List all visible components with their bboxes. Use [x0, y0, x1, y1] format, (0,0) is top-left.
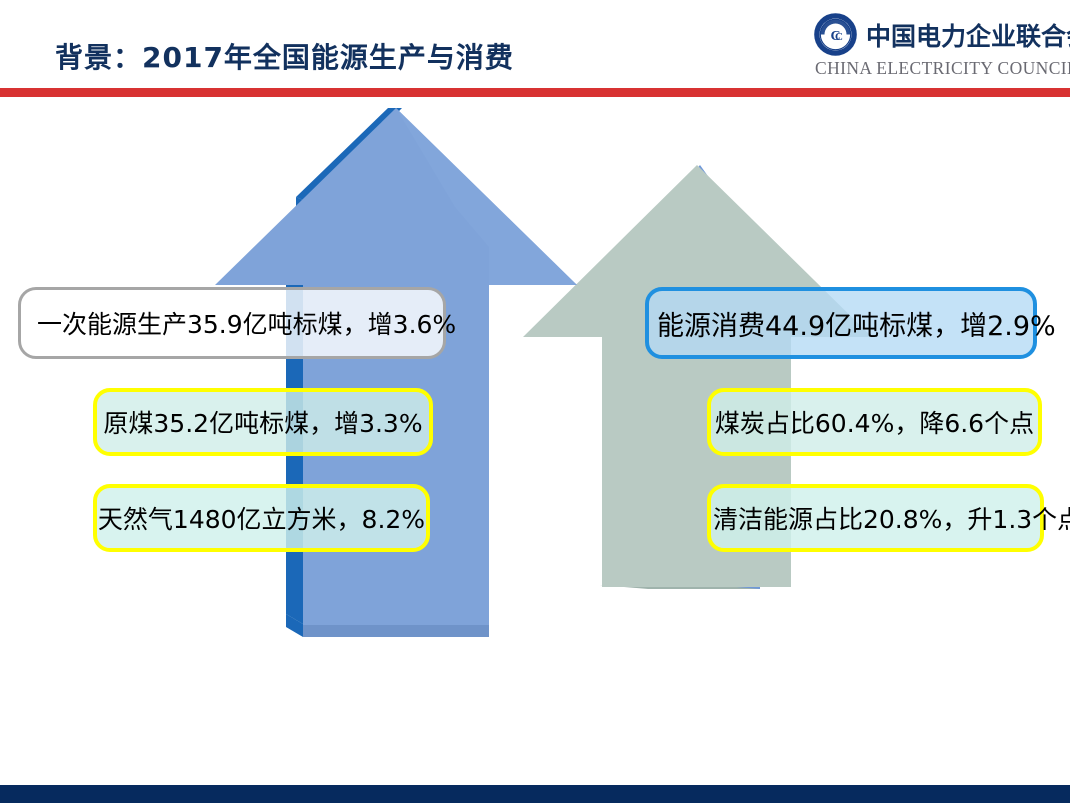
- callout-text: 煤炭占比60.4%，降6.6个点: [714, 409, 1035, 438]
- callout-text: 天然气1480亿立方米，8.2%: [97, 505, 426, 534]
- slide-footer-bar: [0, 785, 1070, 803]
- callout-text: 能源消费44.9亿吨标煤，增2.9%: [657, 310, 1056, 342]
- arrow-diagram: [0, 97, 1070, 785]
- logo-name-en: CHINA ELECTRICITY COUNCIL: [815, 58, 1070, 78]
- slide-header: 背景：2017年全国能源生产与消费 C C 中国电力企业联合会: [0, 0, 1070, 88]
- callout-text: 一次能源生产35.9亿吨标煤，增3.6%: [37, 310, 457, 339]
- organization-logo: C C 中国电力企业联合会 CHINA ELECTRICITY COUNCIL: [814, 13, 1070, 79]
- svg-text:C: C: [830, 29, 840, 44]
- cec-emblem-icon: C C: [814, 13, 857, 56]
- callout-coal-share[interactable]: 煤炭占比60.4%，降6.6个点: [707, 388, 1042, 456]
- callout-text: 清洁能源占比20.8%，升1.3个点: [713, 505, 1070, 534]
- svg-text:C: C: [835, 31, 843, 43]
- production-up-arrow-group: [215, 108, 577, 637]
- callout-natural-gas[interactable]: 天然气1480亿立方米，8.2%: [93, 484, 430, 552]
- callout-raw-coal[interactable]: 原煤35.2亿吨标煤，增3.3%: [93, 388, 433, 456]
- callout-text: 原煤35.2亿吨标煤，增3.3%: [103, 409, 423, 438]
- callout-clean-energy-share[interactable]: 清洁能源占比20.8%，升1.3个点: [707, 484, 1070, 552]
- callout-primary-energy-production[interactable]: 一次能源生产35.9亿吨标煤，增3.6%: [18, 287, 456, 359]
- logo-row: C C 中国电力企业联合会: [814, 13, 1070, 56]
- header-accent-bar: [0, 88, 1070, 97]
- callout-energy-consumption[interactable]: 能源消费44.9亿吨标煤，增2.9%: [645, 287, 1056, 359]
- page-title: 背景：2017年全国能源生产与消费: [55, 41, 514, 74]
- logo-name-cn: 中国电力企业联合会: [866, 21, 1070, 51]
